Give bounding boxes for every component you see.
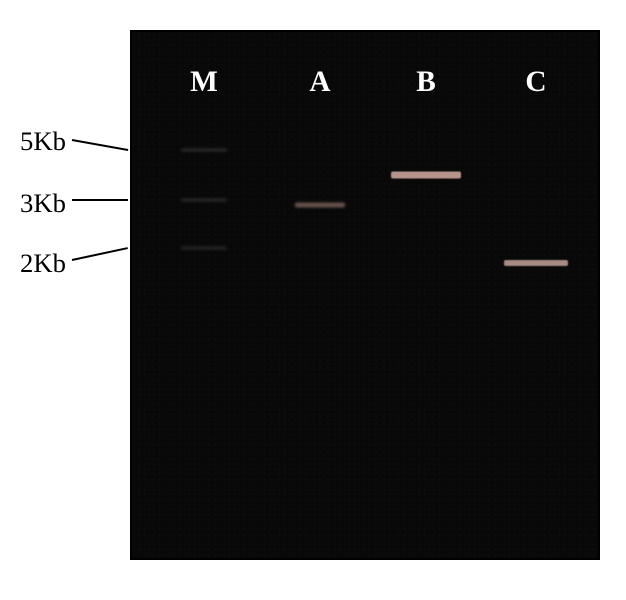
lane-label-c: C (525, 66, 546, 99)
lane-label-a: A (309, 66, 330, 99)
gel-band-lane-b (391, 172, 461, 179)
gel-band-lane-a (295, 203, 345, 208)
gel-image (130, 30, 600, 560)
marker-connector (72, 139, 128, 151)
marker-label-3kb: 3Kb (20, 188, 66, 219)
gel-band-lane-m (181, 246, 227, 250)
gel-band-lane-m (181, 148, 227, 152)
gel-band-lane-c (504, 260, 568, 266)
marker-label-2kb: 2Kb (20, 248, 66, 279)
lane-label-b: B (416, 66, 436, 99)
gel-figure: M A B C 5Kb 3Kb 2Kb (0, 0, 626, 600)
marker-connector (72, 247, 128, 261)
gel-band-lane-m (181, 198, 227, 202)
gel-noise-texture (132, 32, 598, 558)
lane-label-m: M (190, 66, 218, 99)
marker-connector (72, 199, 128, 201)
marker-label-5kb: 5Kb (20, 126, 66, 157)
